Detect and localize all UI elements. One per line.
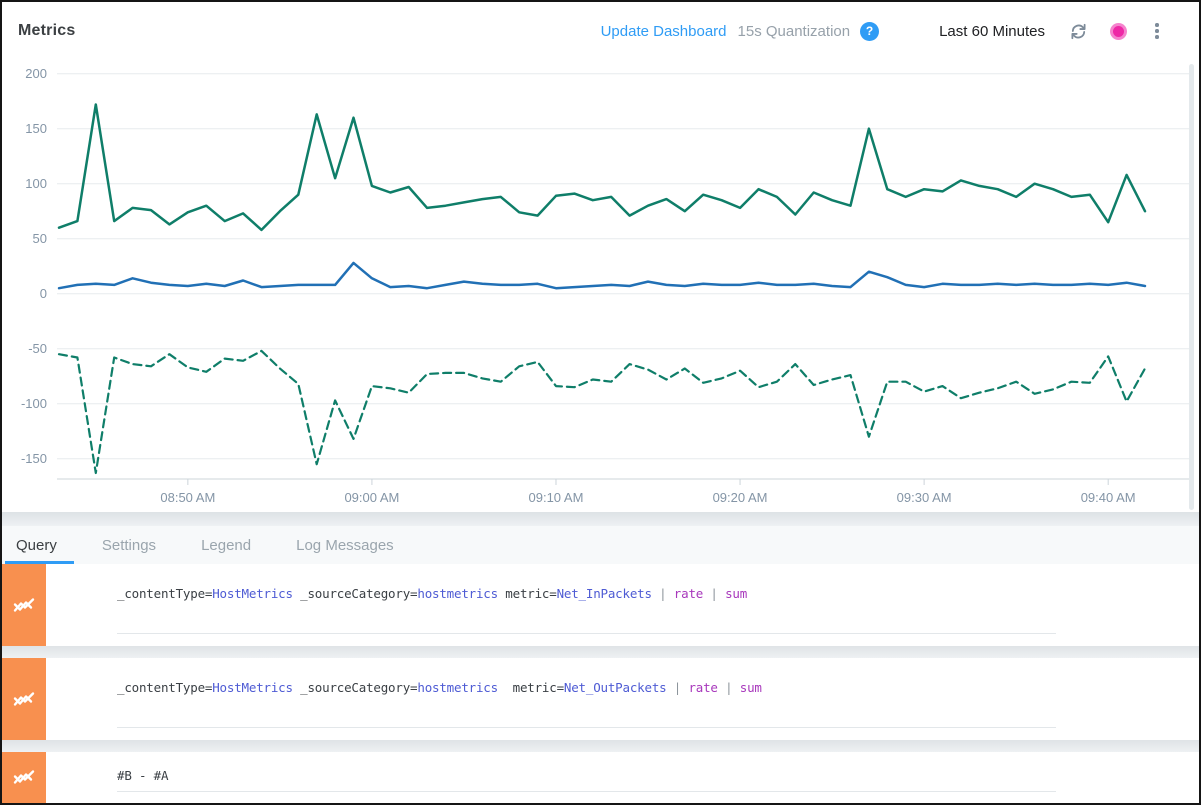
query-token: _contentType= xyxy=(117,586,213,601)
panel-header: Metrics Update Dashboard 15s Quantizatio… xyxy=(2,2,1199,60)
query-token: _sourceCategory= xyxy=(292,586,418,601)
time-range-selector[interactable]: Last 60 Minutes xyxy=(939,22,1045,40)
y-tick-label: -50 xyxy=(28,341,47,356)
metrics-zigzag-icon[interactable] xyxy=(2,564,46,646)
query-token: metric= xyxy=(497,586,557,601)
quantization-label[interactable]: 15s Quantization xyxy=(737,22,851,40)
series-line xyxy=(57,261,1147,290)
query-token: | xyxy=(703,586,726,601)
query-token: _contentType= xyxy=(117,680,213,695)
y-tick-label: 150 xyxy=(25,121,47,136)
tab-query[interactable]: Query xyxy=(5,526,74,564)
query-token: #B - #A xyxy=(117,768,169,783)
query-token: rate xyxy=(688,680,718,695)
query-token: metric= xyxy=(497,680,564,695)
query-token: hostmetrics xyxy=(417,680,498,695)
query-row-c: #B - #A xyxy=(2,752,1199,803)
kebab-menu-icon[interactable] xyxy=(1149,22,1165,40)
x-tick-label: 09:30 AM xyxy=(897,490,952,505)
divider xyxy=(2,740,1199,752)
y-tick-label: 0 xyxy=(40,286,47,301)
query-input-a[interactable]: _contentType=HostMetrics _sourceCategory… xyxy=(117,564,1056,634)
query-input-b[interactable]: _contentType=HostMetrics _sourceCategory… xyxy=(117,658,1056,728)
series-line xyxy=(57,349,1147,475)
status-dot-icon xyxy=(1113,25,1124,37)
query-token: | xyxy=(666,680,689,695)
query-row-b: _contentType=HostMetrics _sourceCategory… xyxy=(2,658,1199,740)
query-token: | xyxy=(651,586,674,601)
help-icon[interactable]: ? xyxy=(860,21,880,41)
query-token: Net_OutPackets xyxy=(563,680,667,695)
y-tick-label: -100 xyxy=(21,396,47,411)
x-tick-label: 08:50 AM xyxy=(160,490,215,505)
query-token: sum xyxy=(739,680,762,695)
tab-settings[interactable]: Settings xyxy=(101,536,157,554)
query-token: hostmetrics xyxy=(417,586,498,601)
metrics-zigzag-icon[interactable] xyxy=(2,658,46,740)
x-tick-label: 09:40 AM xyxy=(1081,490,1136,505)
metrics-zigzag-icon[interactable] xyxy=(2,752,46,803)
query-token: sum xyxy=(725,586,748,601)
query-expression: _contentType=HostMetrics _sourceCategory… xyxy=(117,680,1056,695)
query-token: HostMetrics xyxy=(212,680,293,695)
tab-log-messages[interactable]: Log Messages xyxy=(296,536,394,554)
query-token: HostMetrics xyxy=(212,586,293,601)
chart-card: Metrics Update Dashboard 15s Quantizatio… xyxy=(2,2,1199,512)
y-tick-label: -150 xyxy=(21,451,47,466)
detail-tabs: Query Settings Legend Log Messages xyxy=(2,526,1199,564)
query-row-a: _contentType=HostMetrics _sourceCategory… xyxy=(2,564,1199,646)
chart-scrollbar[interactable] xyxy=(1189,64,1194,510)
divider xyxy=(2,512,1199,526)
live-status-indicator[interactable] xyxy=(1110,22,1127,40)
series-line xyxy=(57,103,1147,232)
y-tick-label: 200 xyxy=(25,66,47,81)
x-tick-label: 09:10 AM xyxy=(529,490,584,505)
y-tick-label: 50 xyxy=(33,231,47,246)
query-token: | xyxy=(717,680,740,695)
update-dashboard-link[interactable]: Update Dashboard xyxy=(600,22,727,40)
query-input-c[interactable]: #B - #A xyxy=(117,752,1056,792)
x-tick-label: 09:20 AM xyxy=(713,490,768,505)
y-tick-label: 100 xyxy=(25,176,47,191)
tab-legend[interactable]: Legend xyxy=(201,536,252,554)
page-title: Metrics xyxy=(18,22,76,39)
query-expression: #B - #A xyxy=(117,768,1056,783)
query-token: Net_InPackets xyxy=(556,586,652,601)
refresh-icon[interactable] xyxy=(1069,22,1088,41)
query-token: rate xyxy=(673,586,704,601)
query-expression: _contentType=HostMetrics _sourceCategory… xyxy=(117,586,1056,601)
query-token: _sourceCategory= xyxy=(292,680,418,695)
divider xyxy=(2,646,1199,658)
x-tick-label: 09:00 AM xyxy=(344,490,399,505)
metrics-chart[interactable]: 200 150 100 50 0 -50 -100 -150 08:50 AM 09:00 AM 0… xyxy=(2,2,1201,512)
